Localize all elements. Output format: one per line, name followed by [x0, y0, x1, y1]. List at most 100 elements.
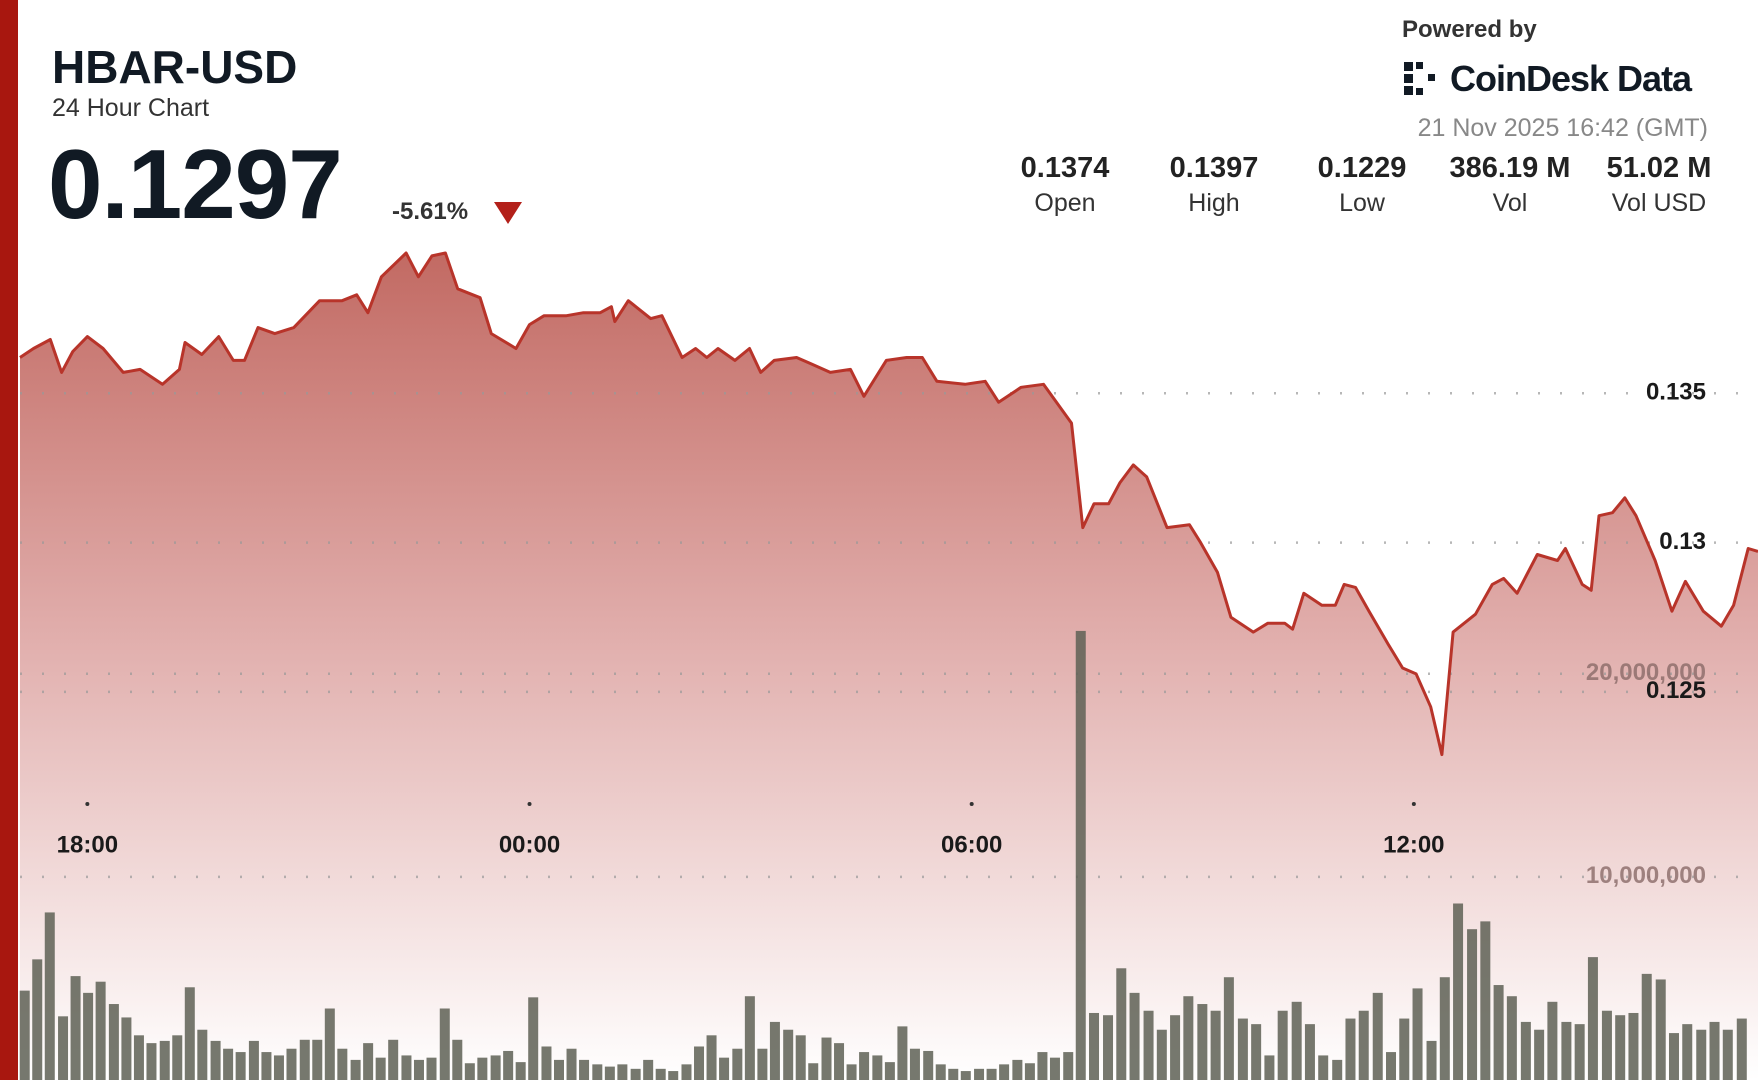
stat: 0.1397 High: [1139, 152, 1289, 218]
stat-label: High: [1188, 189, 1240, 217]
volume-bar: [1601, 1010, 1612, 1080]
volume-bar: [1412, 988, 1423, 1080]
volume-bar: [732, 1048, 743, 1080]
volume-bar: [909, 1048, 920, 1080]
volume-bar: [783, 1029, 794, 1080]
volume-bar: [1453, 903, 1464, 1080]
volume-bar: [1439, 977, 1450, 1080]
volume-bar: [1709, 1021, 1720, 1080]
brand-logo: [1404, 62, 1435, 95]
stat-value: 51.02 M: [1606, 152, 1712, 184]
volume-bar: [477, 1057, 488, 1080]
volume-bar: [1197, 1004, 1208, 1080]
volume-bar: [935, 1064, 946, 1080]
stat: 0.1374 Open: [990, 152, 1140, 218]
volume-bar: [795, 1035, 806, 1080]
volume-bar: [884, 1062, 895, 1080]
volume-bar: [83, 992, 94, 1080]
y-tick-label: 0.135: [1646, 379, 1706, 406]
volume-bar: [1534, 1029, 1545, 1080]
volume-bar: [146, 1043, 157, 1080]
x-tick-mark: [969, 802, 974, 806]
volume-bar: [604, 1066, 615, 1080]
volume-bar: [1063, 1052, 1074, 1080]
y2-tick-label: 10,000,000: [1586, 862, 1706, 889]
volume-bar: [223, 1048, 234, 1080]
volume-bar: [172, 1035, 183, 1080]
volume-bar: [808, 1063, 819, 1080]
stat-value: 0.1229: [1317, 152, 1407, 184]
volume-bar: [769, 1021, 780, 1080]
volume-bar: [337, 1048, 348, 1080]
volume-bar: [413, 1059, 424, 1080]
volume-bar: [452, 1039, 463, 1080]
volume-bar: [1049, 1057, 1060, 1080]
volume-bar: [1116, 968, 1127, 1080]
volume-bar: [350, 1059, 361, 1080]
volume-bar: [1277, 1010, 1288, 1080]
volume-bar: [986, 1068, 997, 1080]
volume-bar: [1506, 996, 1517, 1080]
volume-bar: [1264, 1055, 1275, 1080]
volume-bar: [19, 990, 30, 1080]
volume-bar: [324, 1008, 335, 1080]
volume-bar: [363, 1043, 374, 1080]
volume-bar: [846, 1064, 857, 1080]
volume-bar: [184, 987, 195, 1080]
volume-bar: [541, 1046, 552, 1080]
volume-bar: [1587, 957, 1598, 1080]
volume-bar: [1183, 996, 1194, 1080]
volume-bar: [235, 1052, 246, 1080]
volume-bar: [1075, 630, 1086, 1080]
volume-bar: [1399, 1018, 1410, 1080]
volume-bar: [948, 1068, 959, 1080]
volume-bar: [974, 1068, 985, 1080]
volume-bar: [1304, 1024, 1315, 1080]
volume-bar: [1426, 1040, 1437, 1080]
volume-bar: [1668, 1033, 1679, 1080]
x-tick-label: 12:00: [1383, 831, 1444, 858]
volume-bar: [1696, 1029, 1707, 1080]
volume-bar: [159, 1040, 170, 1080]
volume-bar: [426, 1057, 437, 1080]
volume-bar: [108, 1004, 119, 1080]
area-fill: [20, 253, 1758, 1080]
volume-bar: [1736, 1018, 1747, 1080]
volume-bar: [681, 1064, 692, 1080]
volume-bar: [1628, 1012, 1639, 1080]
volume-bar: [1103, 1015, 1114, 1080]
volume-bar: [95, 981, 106, 1080]
volume-bar: [1615, 1015, 1626, 1080]
volume-bar: [1170, 1015, 1181, 1080]
volume-bar: [388, 1039, 399, 1080]
volume-bar: [1467, 929, 1478, 1080]
price-line: [19, 251, 1758, 757]
volume-bar: [1682, 1024, 1693, 1080]
volume-bar: [503, 1050, 514, 1080]
volume-bar: [630, 1068, 641, 1080]
volume-bar: [1210, 1010, 1221, 1080]
volume-bar: [1129, 992, 1140, 1080]
volume-bar: [401, 1055, 412, 1080]
volume-bar: [1480, 921, 1491, 1080]
volume-bar: [1520, 1021, 1531, 1080]
stat-label: Vol USD: [1611, 189, 1707, 217]
x-tick-label: 00:00: [499, 831, 560, 858]
volume-bar: [439, 1008, 450, 1080]
volume-bar: [1561, 1021, 1572, 1080]
volume-bar: [1156, 1029, 1167, 1080]
accent-bar: [0, 0, 18, 1080]
volume-bar: [1547, 1001, 1558, 1080]
volume-bar: [32, 959, 43, 1080]
y2-tick-label: 20,000,000: [1586, 659, 1706, 686]
volume-bar: [1318, 1055, 1329, 1080]
volume-bar: [592, 1064, 603, 1080]
volume-bar: [1372, 992, 1383, 1080]
timestamp: 21 Nov 2025 16:42 (GMT): [1417, 114, 1708, 142]
stat-label: Open: [1034, 189, 1096, 217]
volume-bar: [1386, 1052, 1397, 1080]
y-tick-label: 0.125: [1646, 677, 1706, 704]
stat: 386.19 M Vol: [1435, 152, 1585, 218]
